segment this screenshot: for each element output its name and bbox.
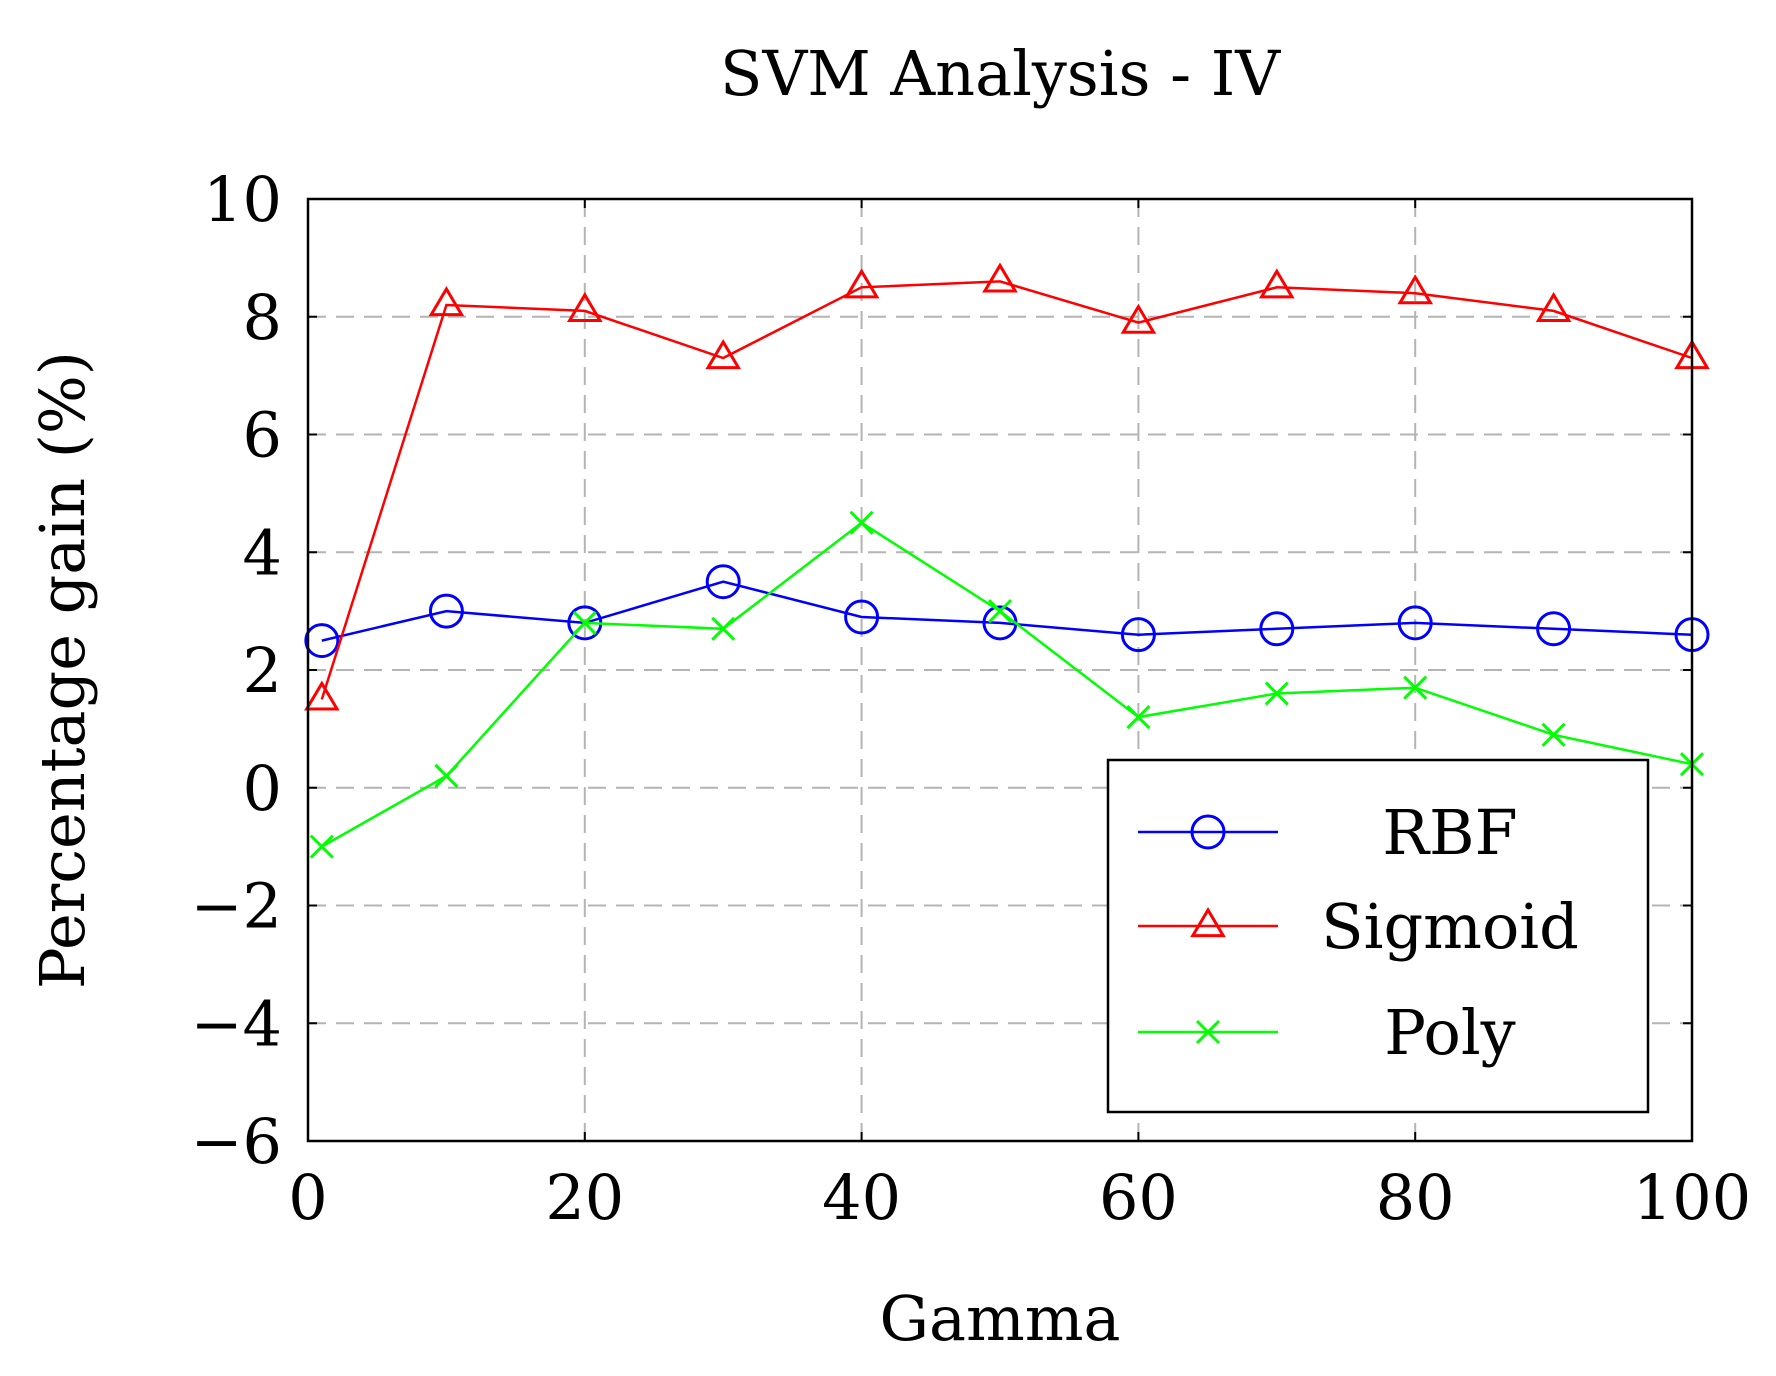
data-point-poly [1403, 675, 1428, 700]
data-point-rbf [428, 593, 464, 629]
x-tick-labels: 0 20 40 60 80 100 [288, 1161, 1751, 1234]
x-tick-label: 80 [1376, 1161, 1455, 1234]
y-tick-label: 10 [203, 163, 282, 236]
data-point-rbf [1259, 611, 1295, 647]
plot-frame [306, 197, 1694, 1143]
x-tick-label: 0 [288, 1161, 327, 1234]
legend-item-poly: Poly [1138, 996, 1516, 1069]
data-point-rbf [304, 623, 340, 659]
data-point-rbf [844, 599, 880, 635]
data-point-poly [1264, 681, 1289, 706]
series-line-rbf [321, 580, 1693, 642]
y-tick-label: −6 [191, 1105, 282, 1178]
data-point-poly [711, 616, 736, 641]
y-tick-label: 6 [243, 399, 282, 472]
legend: RBF Sigmoid Poly [1106, 758, 1650, 1114]
legend-item-rbf: RBF [1138, 796, 1518, 869]
legend-item-sigmoid: Sigmoid [1138, 890, 1579, 963]
data-point-rbf [1397, 605, 1433, 641]
y-tick-labels: −6 −4 −2 0 2 4 6 8 10 [191, 163, 282, 1178]
data-point-sigmoid [566, 291, 603, 322]
data-point-poly [1126, 705, 1151, 730]
data-point-rbf [1120, 617, 1156, 653]
data-point-sigmoid [428, 286, 465, 317]
y-tick-label: 8 [243, 281, 282, 354]
x-tick-label: 100 [1633, 1161, 1751, 1234]
data-point-sigmoid [304, 680, 340, 711]
y-tick-label: −4 [191, 987, 282, 1060]
y-tick-label: 2 [243, 634, 282, 707]
x-axis-label: Gamma [879, 1282, 1120, 1355]
series-line-sigmoid [320, 280, 1693, 700]
data-point-poly [987, 599, 1013, 624]
data-point-poly [309, 834, 334, 859]
legend-marker [1190, 907, 1226, 938]
x-tick-label: 20 [545, 1161, 624, 1234]
data-point-sigmoid [982, 262, 1018, 293]
legend-label: Sigmoid [1321, 890, 1579, 963]
series-rbf [304, 564, 1710, 659]
data-point-sigmoid [843, 268, 880, 299]
data-point-rbf [1536, 611, 1572, 647]
y-tick-label: 4 [243, 516, 282, 589]
data-point-sigmoid [1397, 274, 1434, 305]
x-tick-label: 60 [1099, 1161, 1178, 1234]
x-tick-label: 40 [822, 1161, 901, 1234]
legend-marker [1195, 1019, 1221, 1045]
data-point-sigmoid [1120, 303, 1157, 334]
legend-label: RBF [1382, 796, 1517, 869]
data-point-rbf [705, 564, 741, 600]
data-point-sigmoid [705, 339, 742, 370]
data-point-sigmoid [1535, 291, 1572, 322]
data-point-poly [1541, 722, 1566, 747]
data-point-sigmoid [1258, 268, 1295, 299]
data-point-poly [849, 510, 874, 535]
y-tick-label: −2 [191, 870, 282, 943]
legend-marker [1190, 814, 1226, 850]
chart-title: SVM Analysis - IV [720, 37, 1281, 110]
series-sigmoid [304, 262, 1710, 711]
series-lines [304, 262, 1710, 859]
data-point-poly [572, 610, 597, 635]
y-axis-label: Percentage gain (%) [26, 351, 99, 989]
legend-label: Poly [1384, 996, 1515, 1069]
y-tick-label: 0 [243, 752, 282, 825]
data-point-poly [434, 763, 459, 789]
